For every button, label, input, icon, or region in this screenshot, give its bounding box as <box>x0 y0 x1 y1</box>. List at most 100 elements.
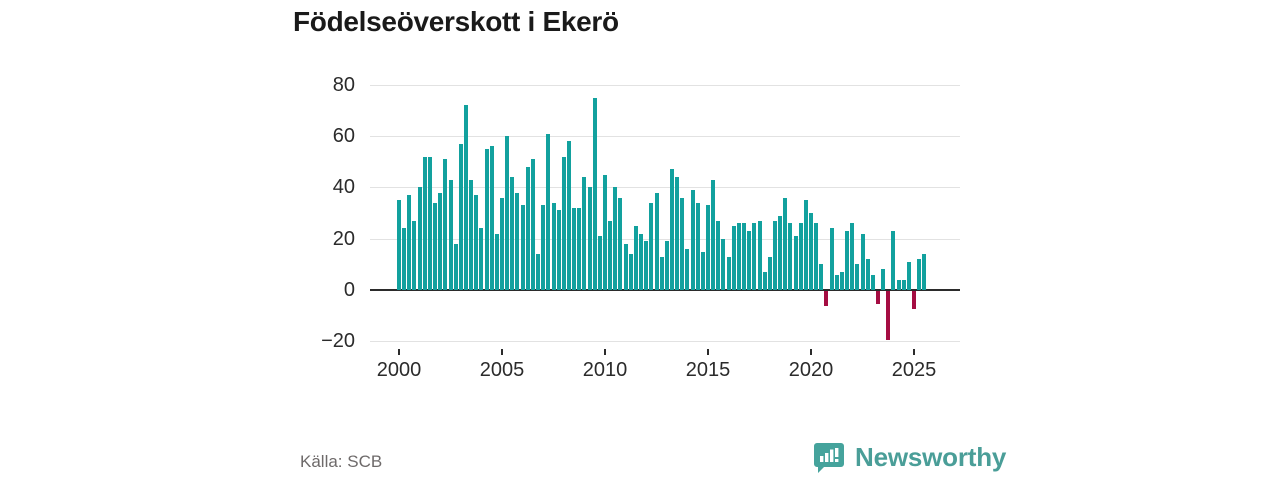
bar <box>613 187 618 290</box>
bar <box>633 225 638 290</box>
bar <box>484 148 489 290</box>
bar <box>865 259 870 290</box>
x-axis-tick-label: 2025 <box>891 359 937 381</box>
bar <box>510 177 515 290</box>
bar <box>536 254 541 290</box>
bar <box>500 197 504 290</box>
x-axis-tick-mark <box>398 349 400 355</box>
bar <box>824 291 829 307</box>
bar <box>834 274 839 290</box>
bar <box>803 200 808 290</box>
bar <box>855 264 860 290</box>
bar <box>783 197 788 290</box>
x-axis-tick-label: 2010 <box>582 359 628 381</box>
x-axis-tick-mark <box>810 349 812 355</box>
y-axis-tick-label: 20 <box>332 227 355 250</box>
bar <box>551 202 556 290</box>
x-axis-tick-label: 2005 <box>479 359 525 381</box>
bar <box>752 223 757 290</box>
bar <box>896 279 901 290</box>
bar <box>912 291 916 309</box>
bar <box>592 97 597 290</box>
bar <box>530 159 535 290</box>
bar <box>875 291 880 304</box>
bar <box>757 220 762 290</box>
bar <box>901 279 906 290</box>
bar <box>397 200 401 290</box>
zero-axis-line <box>370 289 960 291</box>
bar <box>644 241 649 290</box>
bar <box>494 233 499 290</box>
y-gridline <box>370 136 960 138</box>
bar <box>767 256 772 290</box>
x-axis-tick-label: 2015 <box>685 359 731 381</box>
bar <box>819 264 824 290</box>
bar <box>639 233 644 290</box>
bar <box>845 231 850 290</box>
y-axis-tick-label: 60 <box>332 125 355 148</box>
newsworthy-speech-bubble-chart-icon <box>812 440 846 474</box>
bar <box>458 143 463 290</box>
bar <box>690 189 695 290</box>
y-gridline <box>370 341 960 343</box>
bar <box>433 202 438 290</box>
bar <box>453 243 458 290</box>
bar <box>474 195 479 290</box>
bar <box>649 202 654 290</box>
bar <box>839 272 844 290</box>
bar <box>881 269 886 290</box>
y-gridline <box>370 84 960 86</box>
bar <box>711 179 716 290</box>
bar <box>793 236 798 290</box>
bar <box>716 220 721 290</box>
bar <box>850 223 855 290</box>
chart-title: Födelseöverskott i Ekerö <box>293 6 619 37</box>
bar <box>587 187 592 290</box>
bar <box>742 223 747 290</box>
bar <box>582 177 587 290</box>
bar <box>669 169 674 290</box>
bar <box>515 192 520 290</box>
bar <box>438 192 443 290</box>
bar <box>906 261 911 290</box>
bar <box>417 187 422 290</box>
y-gridline <box>370 187 960 189</box>
bar <box>814 223 819 290</box>
bar <box>556 210 561 290</box>
bar <box>659 256 664 290</box>
bar <box>618 197 623 290</box>
bar <box>608 220 613 290</box>
bar <box>772 220 777 290</box>
bar <box>685 248 690 290</box>
bar <box>628 254 633 290</box>
bar <box>809 213 813 290</box>
x-axis-tick-mark <box>913 349 915 355</box>
bar <box>731 225 736 290</box>
bar <box>664 241 669 290</box>
bar <box>829 228 834 290</box>
bar <box>427 156 432 290</box>
bar <box>402 228 407 290</box>
newsworthy-logo: Newsworthy <box>812 440 1006 474</box>
bar <box>726 256 731 290</box>
bar <box>860 233 865 290</box>
x-axis-tick-label: 2000 <box>376 359 422 381</box>
bar <box>891 231 896 290</box>
bar <box>623 243 628 290</box>
newsworthy-logo-text: Newsworthy <box>855 441 1007 472</box>
y-axis-tick-label: 80 <box>332 73 355 96</box>
y-axis-tick-label: −20 <box>321 330 355 353</box>
bar <box>469 179 474 290</box>
x-axis-tick-label: 2020 <box>788 359 834 381</box>
bar <box>448 179 453 290</box>
bar <box>706 205 710 290</box>
bar <box>546 133 551 290</box>
bar <box>675 177 680 290</box>
bar <box>479 228 484 290</box>
bar <box>917 259 922 290</box>
bar <box>463 105 468 290</box>
bar <box>695 202 700 290</box>
bar <box>870 274 875 290</box>
